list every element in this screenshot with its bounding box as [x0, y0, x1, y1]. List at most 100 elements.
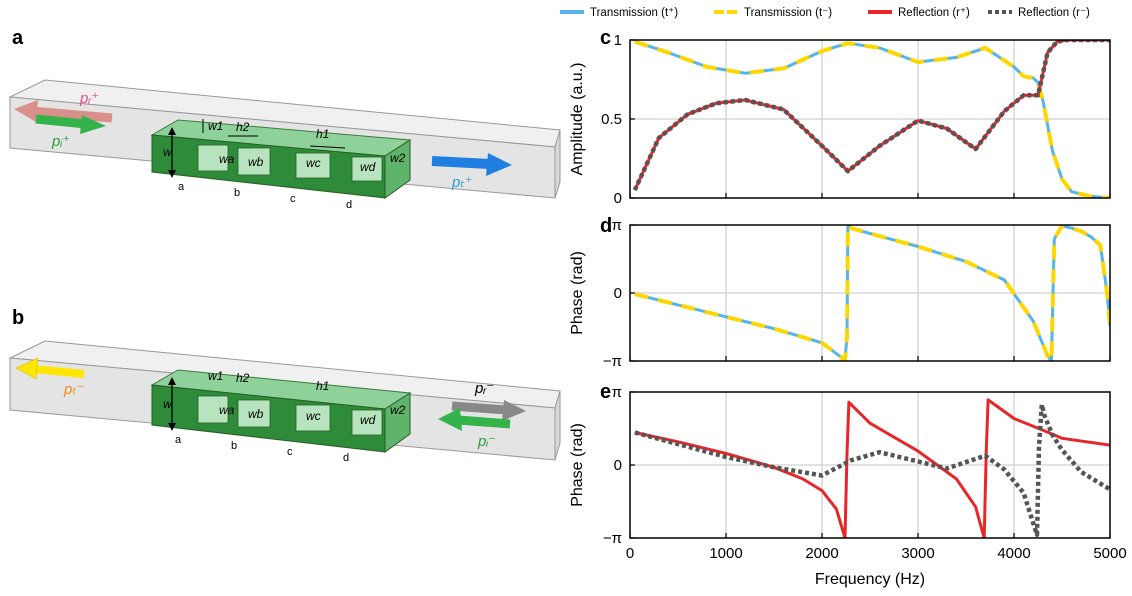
cavity-a — [197, 144, 229, 172]
panel-label-d: d — [600, 215, 612, 237]
ytick-label-d-2: π — [612, 217, 622, 234]
dim-w1-label: w1 — [208, 369, 223, 383]
slot-label-d: d — [346, 199, 352, 211]
xtick-label-e-3: 3000 — [901, 545, 934, 562]
cavity-d — [351, 409, 383, 436]
cavity-b — [237, 399, 271, 428]
dim-wc-label: wc — [306, 409, 321, 423]
wave-label-pt-minus: pₜ⁻ — [63, 381, 85, 398]
dim-w-arrowhead-top — [168, 377, 176, 385]
ylabel-d: Phase (rad) — [569, 251, 586, 335]
ytick-label-c-1: 0.5 — [601, 111, 622, 128]
dim-w2-label: w2 — [390, 403, 406, 417]
dim-wd-label: wd — [360, 160, 376, 174]
arrow-transmitted-plus — [431, 156, 491, 169]
arrow-incident-minus — [457, 415, 511, 429]
series-e-reflection-r-1 — [634, 402, 1110, 537]
ylabel-e: Phase (rad) — [569, 423, 586, 507]
panel-label-b: b — [12, 307, 24, 329]
legend-label-1: Transmission (t⁻) — [744, 7, 832, 19]
dim-w2-label: w2 — [390, 151, 406, 165]
chart-transmission-phase: −π 0 π Phase (rad) — [569, 217, 1111, 370]
resonator-side — [384, 392, 411, 453]
series-d-transmission-t-1 — [634, 225, 1110, 361]
dim-wd-label: wd — [360, 413, 376, 427]
arrow-transmitted-plus-head — [486, 153, 512, 176]
schematic-a: w w1 h2 h1 w2 wa wb wc wd a b c d pᵣ⁺ pᵢ… — [8, 79, 561, 211]
arrow-reflected-minus — [451, 401, 507, 415]
xlabel-e: Frequency (Hz) — [815, 571, 925, 588]
dim-h1-line — [309, 145, 346, 149]
dim-wa-label: wa — [219, 403, 235, 417]
ytick-label-c-2: 1 — [614, 32, 622, 49]
wave-label-pi-minus: pᵢ⁻ — [477, 433, 496, 450]
chart-amplitude: 0 0.5 1 Amplitude (a.u.) — [569, 32, 1111, 207]
arrow-reflected-plus — [31, 106, 113, 123]
ytick-label-d-1: 0 — [614, 285, 622, 302]
legend-label-2: Reflection (r⁺) — [898, 7, 970, 19]
cavity-b — [237, 147, 271, 176]
legend: Transmission (t⁺) Transmission (t⁻) Reflec… — [560, 7, 1090, 19]
slot-label-d: d — [343, 452, 349, 464]
ytick-label-e-1: 0 — [614, 457, 622, 474]
xtick-label-e-2: 2000 — [805, 545, 838, 562]
slot-label-c: c — [287, 446, 293, 458]
arrow-transmitted-minus — [33, 365, 85, 378]
panel-label-a: a — [12, 27, 24, 49]
dim-h2-label: h2 — [236, 371, 250, 385]
cavity-c — [295, 152, 331, 179]
ylabel-c: Amplitude (a.u.) — [569, 63, 586, 176]
xtick-label-e-5: 5000 — [1093, 545, 1126, 562]
series-c-reflection-r-2 — [633, 40, 1110, 191]
slot-label-a: a — [175, 434, 182, 446]
slot-label-b: b — [234, 187, 240, 199]
dim-h2-label: h2 — [236, 120, 250, 134]
dim-w-label: w — [163, 397, 173, 411]
series-c-reflection-r-3 — [632, 40, 1110, 192]
arrow-incident-plus-head — [80, 115, 106, 134]
arrow-reflected-plus-head — [14, 100, 38, 122]
dim-h1-label: h1 — [316, 379, 329, 393]
dim-wc-label: wc — [306, 156, 321, 170]
dim-wa-label: wa — [219, 152, 235, 166]
dim-w-arrowhead-top — [168, 127, 176, 135]
series-e-reflection-r-0 — [634, 398, 1110, 538]
slot-label-b: b — [231, 440, 237, 452]
arrow-reflected-minus-head — [502, 400, 526, 421]
wave-label-pt-plus: pₜ⁺ — [451, 174, 473, 191]
wave-label-pr-minus: pᵣ⁻ — [474, 380, 494, 397]
series-c-transmission-t-1 — [634, 40, 1110, 198]
wave-label-pr-plus: pᵣ⁺ — [79, 90, 99, 107]
dim-w-arrowhead-bottom — [168, 170, 176, 178]
xtick-label-e-4: 4000 — [997, 545, 1030, 562]
slot-label-c: c — [290, 193, 296, 205]
legend-label-3: Reflection (r⁻) — [1018, 7, 1090, 19]
dim-h1-label: h1 — [316, 127, 329, 141]
dim-w-arrowhead-bottom — [168, 423, 176, 431]
ytick-label-e-2: π — [612, 384, 622, 401]
panel-label-e: e — [600, 381, 611, 403]
cavity-c — [295, 404, 331, 432]
xtick-label-e-1: 1000 — [709, 545, 742, 562]
legend-label-0: Transmission (t⁺) — [590, 7, 678, 19]
arrow-incident-minus-head — [438, 408, 462, 431]
arrow-incident-plus — [35, 114, 87, 129]
ytick-label-e-0: −π — [603, 530, 622, 547]
dim-wb-label: wb — [248, 155, 264, 169]
slot-label-a: a — [178, 181, 185, 193]
wave-label-pi-plus: pᵢ⁺ — [51, 133, 70, 150]
waveguide-end-face — [554, 129, 561, 199]
schematic-b: w w1 h2 h1 w2 wa wb wc wd a b c d pₜ⁻ pᵣ… — [8, 340, 561, 464]
ytick-label-c-0: 0 — [614, 190, 622, 207]
dim-w-label: w — [163, 145, 173, 159]
dim-wb-label: wb — [248, 407, 264, 421]
arrow-transmitted-minus-head — [15, 357, 39, 380]
cavity-a — [197, 395, 229, 424]
xtick-label-e-0: 0 — [626, 545, 634, 562]
cavity-d — [351, 156, 383, 182]
dim-w1-label: w1 — [208, 119, 223, 133]
waveguide-end-face — [554, 390, 561, 461]
ytick-label-d-0: −π — [603, 353, 622, 370]
